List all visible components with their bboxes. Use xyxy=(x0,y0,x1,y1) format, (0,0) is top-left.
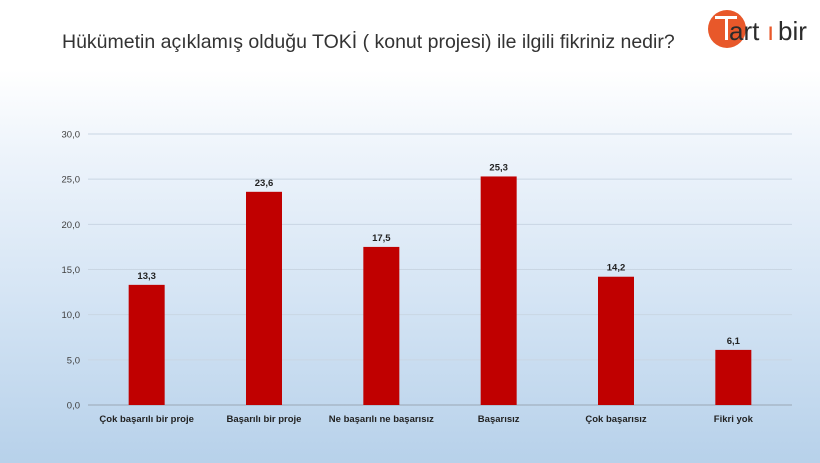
bar xyxy=(715,349,752,405)
page-title: Hükümetin açıklamış olduğu TOKİ ( konut … xyxy=(62,31,675,53)
x-category-label: Fikri yok xyxy=(714,414,754,425)
data-label: 17,5 xyxy=(372,233,391,244)
logo-text-dotless-i: ı xyxy=(767,16,774,46)
bar xyxy=(480,176,517,405)
logo-t-stem xyxy=(725,16,728,40)
data-label: 13,3 xyxy=(137,271,156,282)
data-label: 23,6 xyxy=(255,178,274,189)
artibir-logo: art ı bir xyxy=(705,4,818,54)
data-label: 14,2 xyxy=(607,263,626,274)
x-category-label: Ne başarılı ne başarısız xyxy=(329,414,434,425)
y-tick-label: 25,0 xyxy=(62,175,81,186)
data-label: 6,1 xyxy=(727,336,741,347)
y-tick-label: 5,0 xyxy=(67,355,80,366)
x-category-label: Başarılı bir proje xyxy=(227,414,302,425)
data-label: 25,3 xyxy=(489,162,508,173)
logo-graphic: art ı bir xyxy=(708,10,807,48)
y-tick-label: 20,0 xyxy=(62,220,81,231)
logo-text-art: art xyxy=(729,16,760,46)
bar xyxy=(128,284,165,405)
bar xyxy=(598,276,634,405)
y-tick-label: 30,0 xyxy=(62,130,81,141)
y-tick-label: 0,0 xyxy=(67,401,80,412)
bar xyxy=(363,246,400,405)
x-category-label: Çok başarısız xyxy=(585,414,646,425)
bar xyxy=(246,191,282,405)
x-category-label: Başarısız xyxy=(478,414,520,425)
logo-text-bir: bir xyxy=(778,16,807,46)
y-tick-label: 15,0 xyxy=(62,265,81,276)
y-tick-label: 10,0 xyxy=(62,310,81,321)
x-category-label: Çok başarılı bir proje xyxy=(99,414,194,425)
